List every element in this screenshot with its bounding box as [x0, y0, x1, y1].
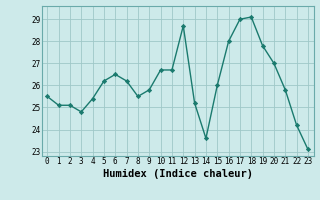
X-axis label: Humidex (Indice chaleur): Humidex (Indice chaleur): [103, 169, 252, 179]
